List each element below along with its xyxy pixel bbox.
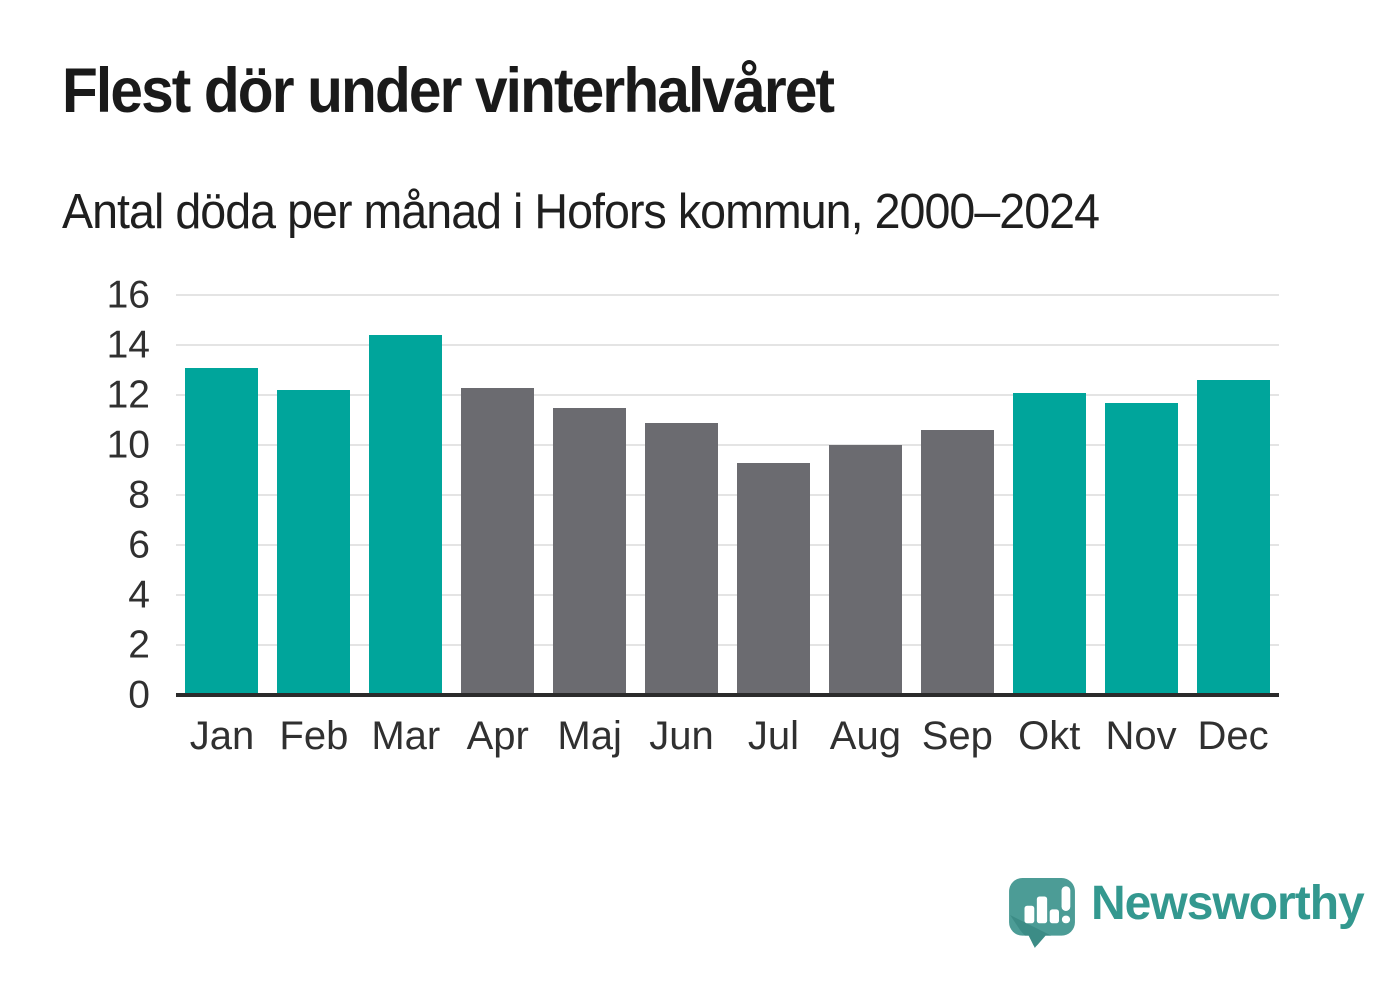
gridline-2 bbox=[176, 644, 1279, 646]
x-axis-line bbox=[176, 693, 1279, 697]
y-tick-label-12: 12 bbox=[106, 373, 150, 417]
x-tick-label-maj: Maj bbox=[557, 714, 622, 758]
y-tick-label-14: 14 bbox=[106, 323, 150, 367]
plot-area bbox=[176, 294, 1279, 697]
gridline-16 bbox=[176, 294, 1279, 296]
x-tick-label-nov: Nov bbox=[1105, 714, 1177, 758]
x-tick-label-jun: Jun bbox=[649, 714, 714, 758]
gridline-6 bbox=[176, 544, 1279, 546]
bar-aug bbox=[828, 445, 902, 695]
logo-bar-2 bbox=[1036, 896, 1048, 924]
y-tick-label-2: 2 bbox=[128, 623, 150, 667]
x-tick-label-feb: Feb bbox=[279, 714, 349, 758]
bar-dec bbox=[1196, 380, 1270, 695]
y-tick-label-4: 4 bbox=[128, 573, 150, 617]
bar-mar bbox=[369, 335, 443, 695]
logo-bar-1 bbox=[1024, 905, 1035, 924]
gridline-12 bbox=[176, 394, 1279, 396]
gridline-4 bbox=[176, 594, 1279, 596]
newsworthy-wordmark: Newsworthy bbox=[1091, 877, 1365, 930]
bar-jun bbox=[645, 422, 719, 695]
chart-title: Flest dör under vinterhalvåret bbox=[62, 56, 835, 126]
logo-exclamation-stem bbox=[1061, 886, 1071, 911]
y-tick-label-6: 6 bbox=[128, 523, 150, 567]
newsworthy-bubble-chart-icon bbox=[1009, 878, 1075, 948]
x-tick-label-jul: Jul bbox=[747, 714, 800, 758]
bar-maj bbox=[553, 407, 627, 695]
bar-nov bbox=[1104, 402, 1178, 695]
bar-jul bbox=[736, 462, 810, 695]
x-tick-label-apr: Apr bbox=[466, 714, 529, 758]
gridline-10 bbox=[176, 444, 1279, 446]
gridline-8 bbox=[176, 494, 1279, 496]
y-tick-label-8: 8 bbox=[128, 473, 150, 517]
y-tick-label-10: 10 bbox=[106, 423, 150, 467]
y-tick-label-16: 16 bbox=[106, 273, 150, 317]
x-tick-label-dec: Dec bbox=[1197, 714, 1269, 758]
x-axis: Jan Feb Mar Apr Maj Jun Jul Aug Sep Okt Nov Dec bbox=[176, 716, 1279, 776]
gridline-14 bbox=[176, 344, 1279, 346]
chart-subtitle: Antal döda per månad i Hofors kommun, 20… bbox=[62, 185, 1100, 239]
bar-apr bbox=[461, 387, 535, 695]
bar-feb bbox=[277, 390, 351, 695]
bar-jan bbox=[185, 367, 259, 695]
logo-exclamation-dot bbox=[1061, 915, 1071, 924]
x-tick-label-okt: Okt bbox=[1018, 714, 1081, 758]
x-tick-label-aug: Aug bbox=[829, 714, 901, 758]
x-tick-label-jan: Jan bbox=[189, 714, 255, 758]
x-tick-label-sep: Sep bbox=[921, 714, 993, 758]
bar-okt bbox=[1012, 392, 1086, 695]
x-tick-label-mar: Mar bbox=[371, 714, 441, 758]
newsworthy-logo: Newsworthy bbox=[1009, 877, 1365, 948]
logo-bar-3 bbox=[1049, 909, 1059, 924]
bar-sep bbox=[920, 430, 994, 695]
y-axis: 0 2 4 6 8 10 12 14 16 bbox=[0, 276, 150, 715]
y-tick-label-0: 0 bbox=[128, 673, 150, 717]
